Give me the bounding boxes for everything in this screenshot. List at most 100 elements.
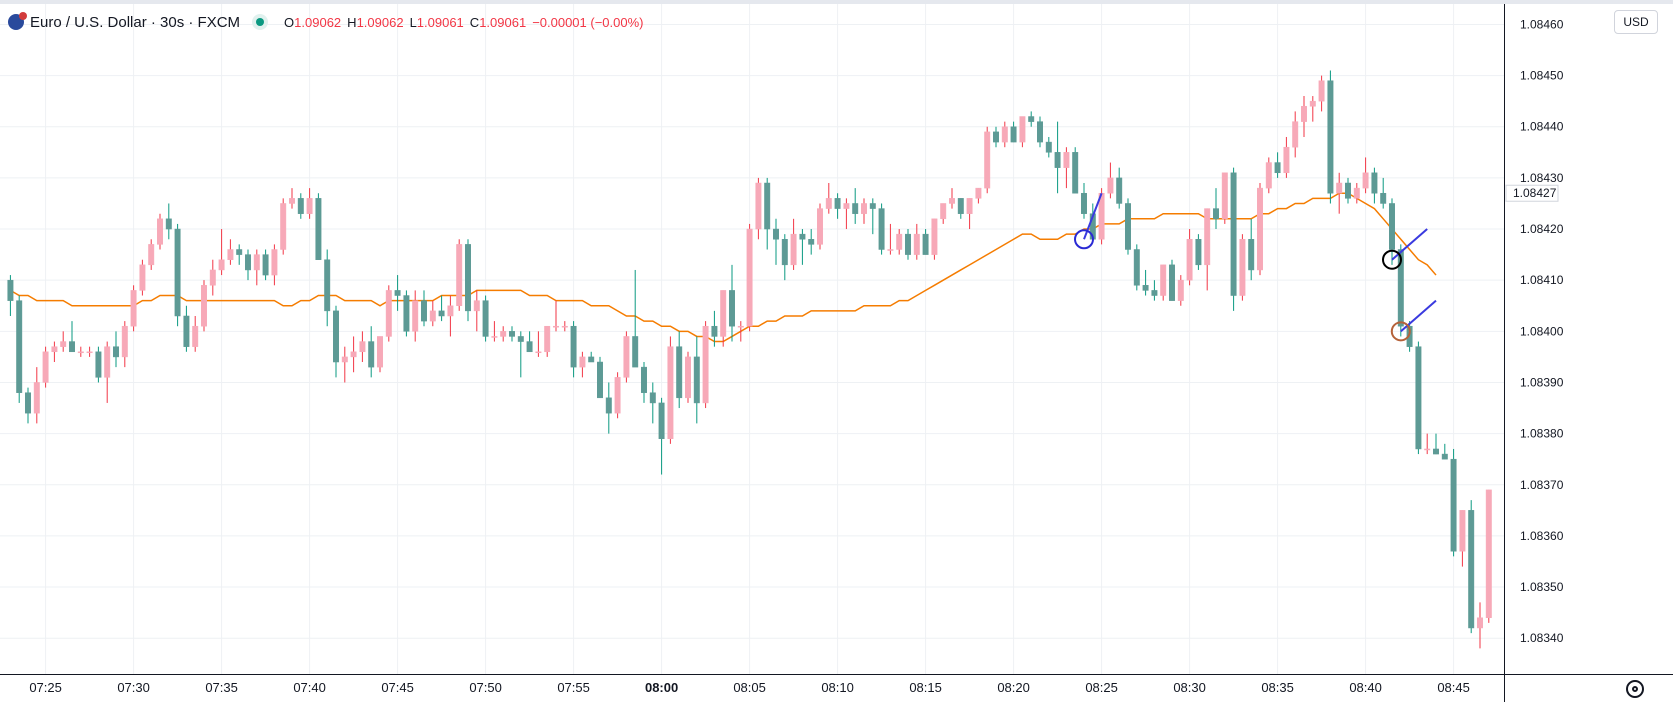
candle-body bbox=[218, 259, 225, 271]
candle-body bbox=[1371, 172, 1378, 194]
candle-up bbox=[192, 315, 199, 352]
candle-down bbox=[1142, 269, 1149, 296]
candle-body bbox=[1485, 489, 1492, 618]
candle-body bbox=[1037, 121, 1043, 143]
candle-body bbox=[16, 300, 23, 393]
x-tick-label: 08:10 bbox=[821, 680, 854, 695]
candle-body bbox=[1169, 264, 1175, 301]
x-tick-label: 07:35 bbox=[205, 680, 238, 695]
candle-down bbox=[1230, 167, 1237, 311]
candle-up bbox=[77, 346, 84, 357]
candle-body bbox=[658, 402, 665, 439]
circle-annotation[interactable] bbox=[1390, 299, 1437, 342]
candle-down bbox=[1125, 198, 1131, 255]
candle-body bbox=[773, 228, 779, 240]
y-tick-label: 1.08410 bbox=[1520, 273, 1564, 287]
x-tick-label: 08:35 bbox=[1261, 680, 1294, 695]
candle-body bbox=[403, 295, 410, 332]
symbol-legend[interactable]: Euro / U.S. Dollar · 30s · FXCM O1.09062… bbox=[8, 10, 644, 34]
candle-body bbox=[1125, 203, 1131, 250]
axes: 1.08460 1.08450 1.08440 1.08430 1.08420 1.084… bbox=[0, 4, 1673, 702]
candle-body bbox=[209, 269, 216, 286]
candle-down bbox=[1406, 321, 1413, 352]
candle-body bbox=[253, 254, 260, 271]
chart-settings-icon[interactable] bbox=[1626, 680, 1644, 698]
candle-up bbox=[130, 285, 137, 332]
candle-up bbox=[913, 223, 920, 260]
candle-body bbox=[104, 346, 111, 378]
candle-body bbox=[1213, 208, 1219, 220]
candle-body bbox=[77, 351, 84, 354]
y-tick-label: 1.08440 bbox=[1520, 120, 1564, 134]
candle-up bbox=[341, 346, 348, 383]
close-value: 1.09061 bbox=[479, 14, 527, 30]
circle-annotation[interactable] bbox=[1074, 192, 1103, 250]
currency-button[interactable]: USD bbox=[1614, 10, 1658, 34]
candle-up bbox=[1301, 96, 1307, 137]
market-status-icon bbox=[252, 14, 269, 30]
candle-up bbox=[1477, 602, 1483, 649]
candle-up bbox=[825, 183, 832, 214]
candle-body bbox=[262, 254, 269, 276]
y-tick-label: 1.08380 bbox=[1520, 427, 1564, 441]
candle-body bbox=[834, 198, 841, 209]
candle-body bbox=[60, 341, 67, 347]
candle-down bbox=[729, 264, 735, 342]
candle-up bbox=[614, 372, 621, 419]
candle-body bbox=[1459, 510, 1466, 552]
candle-body bbox=[1397, 249, 1404, 327]
candle-body bbox=[720, 290, 727, 337]
candle-up bbox=[1485, 489, 1492, 623]
candle-down bbox=[1415, 341, 1422, 455]
candle-body bbox=[491, 336, 498, 338]
candle-up bbox=[1107, 162, 1114, 199]
candle-up bbox=[940, 203, 947, 224]
candle-down bbox=[183, 305, 190, 352]
candle-up bbox=[1001, 121, 1008, 148]
circle-annotation[interactable] bbox=[1382, 228, 1428, 270]
candle-body bbox=[861, 203, 867, 214]
candle-body bbox=[1063, 152, 1070, 168]
candle-body bbox=[1230, 172, 1237, 296]
candle-body bbox=[1477, 617, 1483, 629]
candle-body bbox=[825, 198, 832, 209]
candle-body bbox=[1433, 448, 1439, 455]
candle-up bbox=[553, 300, 559, 332]
candle-up bbox=[201, 280, 207, 332]
candle-body bbox=[1142, 285, 1149, 291]
candle-body bbox=[271, 249, 278, 276]
candle-body bbox=[289, 198, 295, 204]
candle-body bbox=[438, 310, 445, 317]
candle-body bbox=[192, 325, 199, 347]
candle-up bbox=[500, 326, 507, 342]
drawing-annotations[interactable] bbox=[1074, 192, 1437, 342]
candle-up bbox=[1318, 75, 1325, 112]
candle-body bbox=[676, 346, 683, 399]
candle-up bbox=[1186, 229, 1193, 286]
candle-body bbox=[7, 279, 14, 301]
candle-up bbox=[104, 341, 111, 403]
candle-up bbox=[350, 336, 357, 373]
candle-down bbox=[1327, 70, 1334, 204]
candle-down bbox=[482, 295, 489, 342]
candle-up bbox=[1424, 433, 1431, 455]
candle-up bbox=[667, 336, 674, 444]
candle-up bbox=[1283, 136, 1290, 178]
x-tick-label: 08:15 bbox=[909, 680, 942, 695]
candle-body bbox=[808, 239, 815, 245]
candle-body bbox=[333, 310, 339, 363]
candle-body bbox=[174, 228, 181, 317]
candle-down bbox=[878, 203, 885, 255]
x-tick-label: 08:45 bbox=[1437, 680, 1470, 695]
candle-body bbox=[1160, 264, 1167, 296]
candle-down bbox=[1389, 198, 1395, 265]
candle-up bbox=[289, 188, 295, 209]
candle-body bbox=[1019, 116, 1026, 143]
candle-up bbox=[359, 331, 366, 363]
top-border bbox=[0, 0, 1673, 4]
candle-body bbox=[711, 325, 718, 337]
candle-up bbox=[60, 331, 67, 352]
symbol-title[interactable]: Euro / U.S. Dollar · 30s · FXCM bbox=[30, 13, 241, 31]
candle-body bbox=[737, 325, 744, 328]
